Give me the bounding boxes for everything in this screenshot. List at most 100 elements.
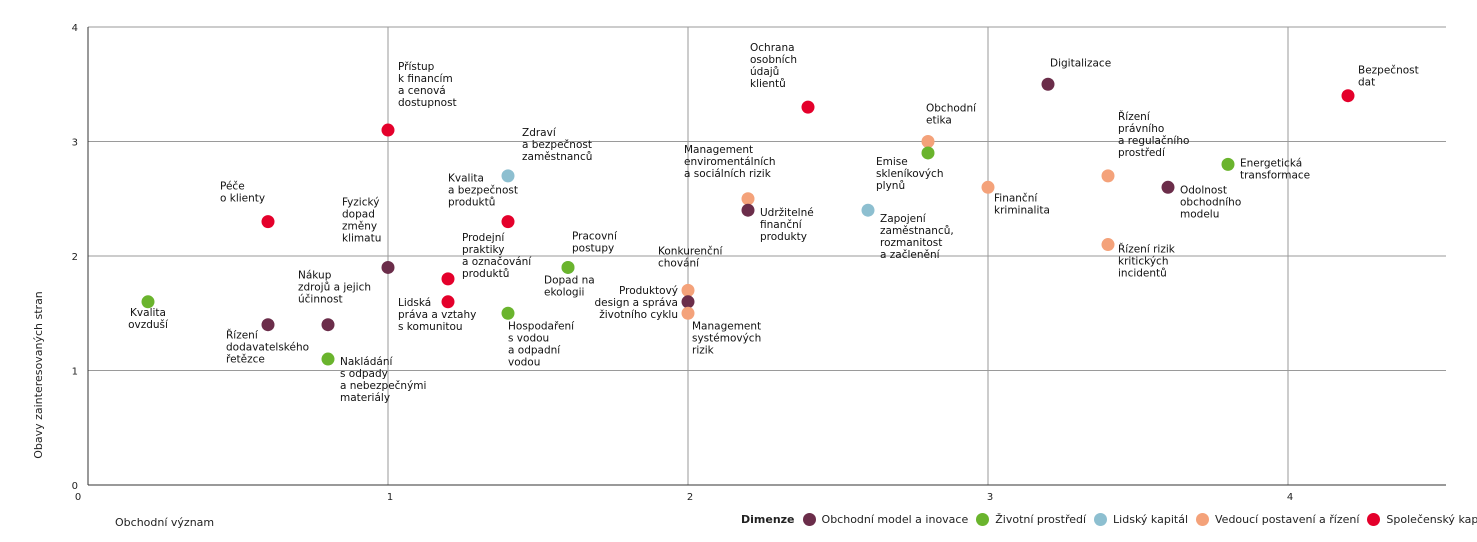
point-label-line: Management [692,320,761,332]
point-label: Udržitelné finanční produkty [760,207,814,243]
point-spolecensky [261,215,275,229]
point-label-line: zdrojů a jejich [298,282,371,294]
point-spolecensky [441,272,455,286]
point-zivotni [141,295,155,309]
point-label-line: prostředí [1118,147,1166,159]
y-tick-label: 1 [72,367,78,378]
point-spolecensky [801,100,815,114]
point-obchodni [261,318,275,332]
point-label-line: právního [1118,123,1164,135]
point-label-line: Ochrana [750,42,795,54]
point-label-line: a cenová [398,85,446,97]
legend-label: Životní prostředí [995,513,1087,526]
point-lidsky [501,169,515,183]
point-zivotni [1221,157,1235,171]
point-label-line: zaměstnanců [522,151,592,163]
point-label: Řízení dodavatelského řetězce [226,329,309,366]
point-label-line: a nebezpečnými [340,380,426,392]
point-obchodni [381,260,395,274]
point-label-line: transformace [1240,169,1310,181]
point-label-line: Zdraví [522,127,557,139]
point-label-line: a sociálních rizik [684,168,772,180]
point-label-line: Fyzický [342,196,379,208]
point-label-line: s komunitou [398,321,463,333]
point-label: Nakládání s odpady a nebezpečnými materiály [340,356,426,404]
point-label-line: s vodou [508,332,549,344]
point-label-line: Řízení rizik [1118,243,1176,256]
point-label-line: systémových [692,332,761,344]
point-label-line: údajů [750,66,779,78]
point-label-line: osobních [750,54,797,66]
point-zivotni [921,146,935,160]
data-points [141,77,1355,366]
point-label-line: s odpady [340,368,388,380]
point-label: Dopad na ekologii [544,274,595,298]
point-label-line: ekologii [544,286,584,298]
point-label-line: Obchodní [926,103,977,115]
point-label-line: kriminalita [994,204,1050,216]
point-label-line: Péče [220,181,245,193]
point-label-line: Zapojení [880,213,927,225]
point-label-line: enviromentálních [684,156,776,168]
point-label-line: a odpadní [508,344,561,356]
point-label-line: práva a vztahy [398,309,476,321]
point-obchodni [1161,180,1175,194]
point-label: Řízení právního a regulačního prostředí [1118,110,1189,159]
point-label-line: kritických [1118,256,1168,268]
point-label-line: dopad [342,208,375,220]
point-label: Lidská práva a vztahy s komunitou [398,297,476,333]
point-label: Odolnost obchodního modelu [1180,184,1241,220]
point-label-line: Prodejní [462,232,505,244]
point-label-line: dostupnost [398,97,457,109]
legend-dot [802,513,816,526]
point-label-line: Digitalizace [1050,57,1111,69]
point-label-line: a bezpečnost [448,185,518,197]
point-label-line: změny [342,220,377,232]
point-vedouci [981,180,995,194]
legend-label: Vedoucí postavení a řízení [1215,513,1360,526]
point-label-line: a označování [462,256,532,268]
point-label: Management enviromentálních a sociálních r… [684,144,776,180]
point-label-line: produkty [760,231,807,243]
point-label: Pracovní postupy [572,230,618,254]
legend-dot [1196,513,1209,526]
point-spolecensky [1341,89,1355,103]
y-axis-label: Obavy zainteresovaných stran [32,291,45,459]
point-label-line: rozmanitost [880,237,942,249]
point-label: Kvalita ovzduší [128,307,169,331]
point-label: Prodejní praktiky a označování produktů [462,232,532,280]
point-label-line: produktů [462,268,509,280]
point-label-line: Přístup [398,61,435,73]
point-label-line: účinnost [298,294,343,306]
point-label-line: Kvalita [130,307,166,319]
point-label-line: k financím [398,73,453,85]
point-label-line: o klienty [220,193,265,205]
point-label-line: incidentů [1118,268,1167,280]
point-label-line: Lidská [398,297,431,309]
point-zivotni [561,260,575,274]
legend-dot [1094,513,1108,526]
point-label: Fyzický dopad změny klimatu [342,196,381,244]
point-spolecensky [441,295,455,309]
point-vedouci [921,135,935,148]
legend-label: Obchodní model a inovace [821,513,969,526]
point-label: Přístup k financím a cenová dostupnost [398,61,457,109]
point-label-line: skleníkových [876,168,944,180]
point-lidsky [861,203,875,217]
point-label-line: praktiky [462,244,504,256]
point-label-line: řetězce [226,354,265,366]
legend-item-obchodni: Obchodní model a inovace [802,513,969,526]
point-label-line: Hospodaření [508,320,575,332]
tick-labels: 0 1 2 3 4 0 1 2 3 4 [72,23,1294,503]
x-tick-label: 1 [387,492,393,503]
point-label-line: dodavatelského [226,342,309,354]
point-label: Digitalizace [1050,57,1111,69]
point-label-line: chování [658,257,700,269]
grid-lines [88,26,1446,485]
point-label-line: Udržitelné [760,207,814,219]
point-label-line: plynů [876,180,905,192]
legend-item-lidsky: Lidský kapitál [1094,513,1188,526]
x-tick-label: 2 [687,492,693,503]
point-label-line: Řízení [226,329,259,342]
point-vedouci [681,306,695,320]
